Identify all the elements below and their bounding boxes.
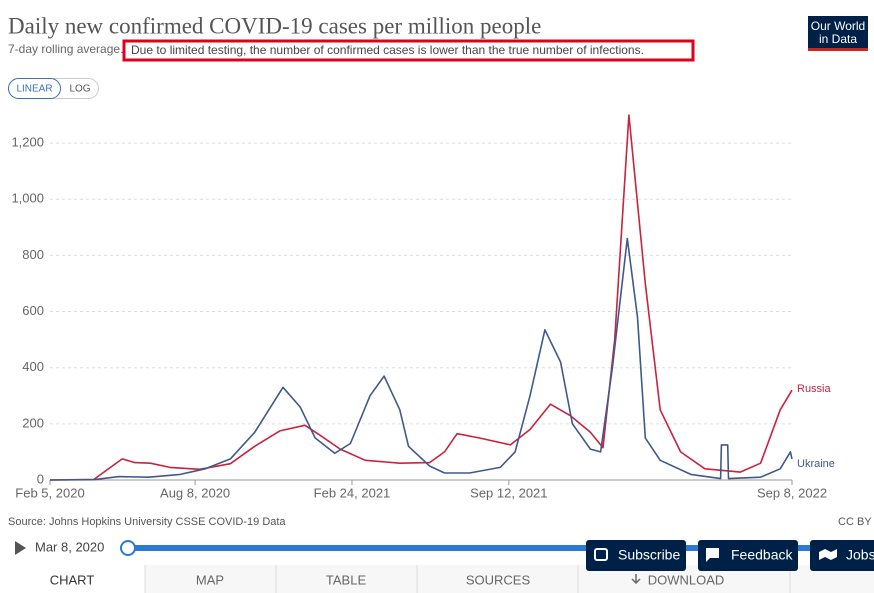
chart-title: Daily new confirmed COVID-19 cases per m…	[8, 13, 541, 38]
series-label: Ukraine	[797, 458, 835, 470]
scale-button[interactable]	[8, 78, 61, 99]
play-button[interactable]	[15, 541, 26, 555]
tab[interactable]: SOURCES	[466, 572, 531, 587]
plot: 0 200 400 600 800 1,000 1,200 Feb 5, 2020 Aug 8,…	[11, 114, 835, 500]
button-label: Jobs	[846, 547, 874, 563]
series-label: Russia	[797, 383, 832, 395]
y-tick-label: 1,200	[11, 135, 44, 150]
y-tick-label: 0	[37, 471, 44, 486]
tab-active[interactable]	[0, 565, 145, 593]
download-icon	[631, 574, 641, 585]
feedback-icon	[706, 548, 719, 562]
scale-button-label: LINEAR	[16, 84, 52, 95]
x-tick-label: Feb 24, 2021	[314, 485, 391, 500]
scale-button-label[interactable]: LOG	[69, 84, 90, 95]
y-tick-label: 800	[22, 247, 44, 262]
logo[interactable]	[808, 16, 868, 50]
source: Source: Johns Hopkins University CSSE CO…	[8, 516, 286, 528]
feedback-button[interactable]	[698, 540, 798, 571]
jobs-button[interactable]	[810, 540, 874, 571]
y-tick-label: 1,000	[11, 191, 44, 206]
logo-text: in Data	[819, 32, 857, 46]
x-tick-label: Aug 8, 2020	[160, 485, 230, 500]
chart-subtitle: 7-day rolling average.	[8, 42, 123, 56]
x-tick-label: Sep 8, 2022	[757, 485, 827, 500]
x-tick-label: Sep 12, 2021	[470, 485, 547, 500]
subscribe-button[interactable]	[586, 540, 686, 571]
subscribe-icon	[594, 548, 608, 561]
button-label: Subscribe	[618, 547, 680, 563]
series-line	[49, 237, 793, 481]
x-tick-label: Feb 5, 2020	[15, 485, 84, 500]
tab[interactable]: CHART	[50, 572, 95, 587]
y-tick-label: 200	[22, 415, 44, 430]
license: CC BY	[838, 516, 872, 528]
highlight-box	[122, 39, 695, 62]
tab[interactable]: MAP	[196, 572, 224, 587]
jobs-icon	[819, 549, 837, 560]
button-label: Feedback	[731, 547, 793, 563]
y-tick-label: 600	[22, 303, 44, 318]
timeline-start: Mar 8, 2020	[35, 539, 104, 554]
timeline-handle[interactable]	[120, 540, 136, 556]
y-tick-label: 400	[22, 359, 44, 374]
logo-underline	[808, 48, 868, 51]
tab[interactable]: TABLE	[326, 572, 367, 587]
tab[interactable]: DOWNLOAD	[648, 572, 725, 587]
logo-text: Our World	[811, 19, 865, 33]
timeline-bar[interactable]	[128, 545, 874, 551]
series-line	[49, 114, 793, 481]
chart-note: Due to limited testing, the number of co…	[131, 43, 644, 57]
